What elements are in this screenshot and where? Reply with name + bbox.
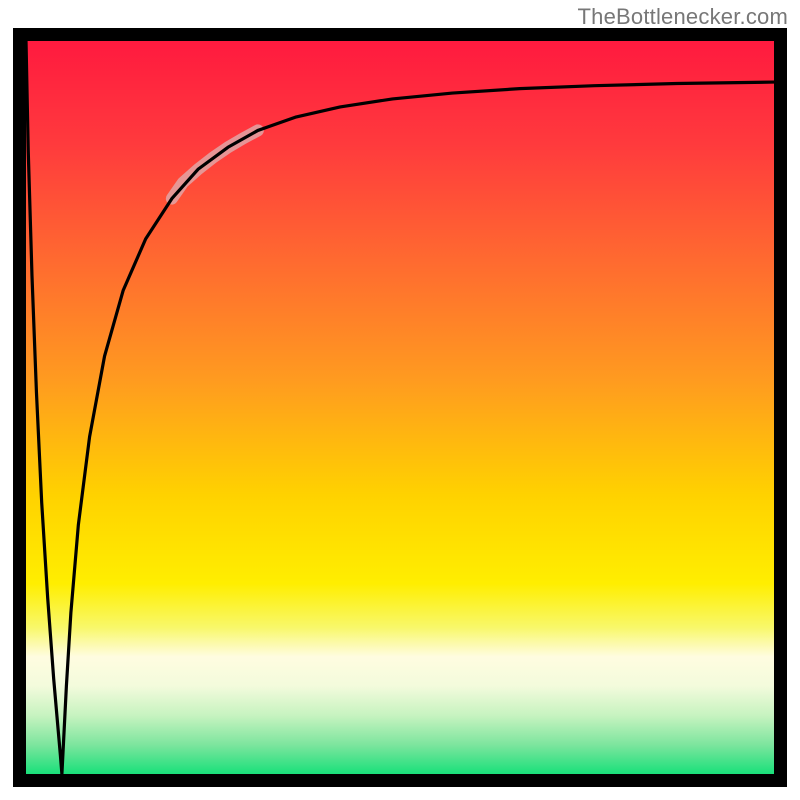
chart-container: TheBottlenecker.com (0, 0, 800, 800)
plot-background (26, 41, 774, 774)
watermark-label: TheBottlenecker.com (578, 4, 788, 30)
chart-svg (0, 0, 800, 800)
